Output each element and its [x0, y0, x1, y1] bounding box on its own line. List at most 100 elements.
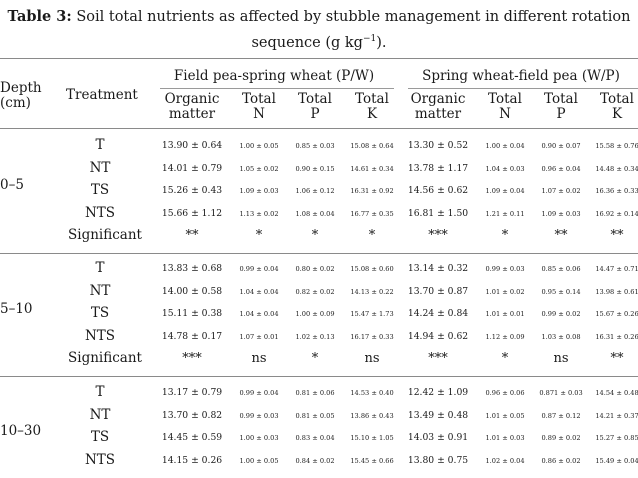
table-cell: 14.94 ± 0.62	[407, 330, 469, 342]
table-cell: 14.47 ± 0.71	[595, 265, 638, 273]
table-cell: 13.14 ± 0.32	[407, 263, 469, 274]
table-cell: 14.45 ± 0.59	[161, 432, 223, 443]
subheader-col-1: Organic matter	[164, 91, 220, 122]
table-cell: 15.08 ± 0.64	[350, 142, 394, 150]
significance-cell: **	[610, 351, 624, 366]
treatment-label: T	[95, 384, 105, 400]
group-rule-wp	[408, 88, 638, 89]
significant-label: Significant	[68, 350, 142, 366]
treatment-label: T	[95, 260, 105, 276]
table-cell: 1.01 ± 0.01	[485, 310, 525, 318]
table-cell: 1.03 ± 0.08	[541, 332, 581, 341]
table-cell: 14.00 ± 0.58	[161, 285, 223, 297]
table-cell: 0.96 ± 0.04	[541, 164, 581, 173]
table-cell: 15.47 ± 1.73	[350, 310, 394, 318]
table-cell: 14.53 ± 0.40	[350, 389, 394, 397]
significance-cell: **	[554, 228, 568, 243]
table-cell: 13.70 ± 0.87	[407, 285, 469, 297]
table-cell: 0.85 ± 0.06	[541, 265, 581, 273]
table-cell: 14.56 ± 0.62	[407, 185, 469, 196]
table-cell: 15.11 ± 0.38	[161, 308, 223, 319]
table-cell: 0.871 ± 0.03	[539, 389, 583, 397]
table-cell: 0.84 ± 0.02	[295, 456, 335, 465]
significance-cell: *	[311, 228, 319, 243]
significance-cell: **	[610, 228, 624, 243]
table-cell: 1.09 ± 0.04	[485, 187, 525, 195]
significance-cell: ns	[251, 351, 267, 366]
table-cell: 1.00 ± 0.03	[239, 434, 279, 442]
significance-cell: ***	[182, 351, 202, 366]
table-cell: 0.99 ± 0.04	[239, 265, 279, 273]
significance-cell: *	[368, 228, 376, 243]
table-cell: 0.82 ± 0.02	[295, 287, 335, 296]
table-cell: 1.01 ± 0.03	[485, 434, 525, 442]
table-cell: 16.36 ± 0.33	[595, 187, 638, 195]
significance-cell: **	[185, 228, 199, 243]
table-cell: 13.49 ± 0.48	[407, 409, 469, 421]
table-cell: 14.21 ± 0.37	[595, 411, 638, 420]
treatment-header: Treatment	[66, 87, 138, 103]
table-cell: 0.80 ± 0.02	[295, 265, 335, 273]
table-cell: 0.89 ± 0.02	[541, 434, 581, 442]
depth-header: Depth (cm)	[0, 80, 42, 111]
table-cell: 14.48 ± 0.34	[595, 164, 638, 173]
table-cell: 1.04 ± 0.04	[239, 310, 279, 318]
table-cell: 0.95 ± 0.14	[541, 287, 581, 296]
header-bottom-rule	[0, 128, 638, 129]
subheader-col-6: Total N	[488, 91, 522, 122]
table-cell: 13.30 ± 0.52	[407, 140, 469, 151]
table-cell: 0.96 ± 0.06	[485, 389, 525, 397]
table-cell: 1.01 ± 0.05	[485, 411, 525, 420]
treatment-label: NTS	[84, 204, 116, 221]
subheader-col-7: Total P	[544, 91, 578, 122]
table-cell: 16.31 ± 0.26	[595, 332, 638, 341]
treatment-label: TS	[90, 305, 110, 321]
table-cell: 1.00 ± 0.09	[295, 310, 335, 318]
table-cell: 15.45 ± 0.66	[350, 456, 394, 465]
table-cell: 14.78 ± 0.17	[161, 330, 223, 342]
table-cell: 1.05 ± 0.02	[239, 164, 279, 173]
table-cell: 0.99 ± 0.02	[541, 310, 581, 318]
table-top-rule	[0, 58, 638, 59]
treatment-label: NT	[89, 282, 111, 299]
group-rule-pw	[160, 88, 394, 89]
table-label: Table 3:	[7, 8, 72, 25]
treatment-label: NTS	[84, 327, 116, 344]
treatment-label: T	[95, 137, 105, 153]
subheader-col-4: Total K	[355, 91, 389, 122]
table-cell: 13.90 ± 0.64	[161, 140, 223, 151]
table-cell: 13.86 ± 0.43	[350, 411, 394, 420]
table-cell: 12.42 ± 1.09	[407, 387, 469, 398]
significant-label: Significant	[68, 227, 142, 243]
group-header-wp: Spring wheat-field pea (W/P)	[422, 68, 620, 84]
table-cell: 0.81 ± 0.06	[295, 389, 335, 397]
table-cell: 1.09 ± 0.03	[541, 209, 581, 218]
table-cell: 1.01 ± 0.02	[485, 287, 525, 296]
table-cell: 1.04 ± 0.03	[485, 164, 525, 173]
table-cell: 0.99 ± 0.04	[239, 389, 279, 397]
table-cell: 15.66 ± 1.12	[161, 207, 223, 219]
table-cell: 16.31 ± 0.92	[350, 187, 394, 195]
table-cell: 0.99 ± 0.03	[485, 265, 525, 273]
table-cell: 14.61 ± 0.34	[350, 164, 394, 173]
significance-cell: *	[501, 228, 509, 243]
table-cell: 14.24 ± 0.84	[407, 308, 469, 319]
table-cell: 0.83 ± 0.04	[295, 434, 335, 442]
table-cell: 1.12 ± 0.09	[485, 332, 525, 341]
table-cell: 1.07 ± 0.02	[541, 187, 581, 195]
table-cell: 0.81 ± 0.05	[295, 411, 335, 420]
table-cell: 13.78 ± 1.17	[407, 162, 469, 174]
table-cell: 13.17 ± 0.79	[161, 387, 223, 398]
table-caption-line2: sequence (g kg−1).	[251, 34, 387, 51]
depth-label: 5–10	[0, 301, 33, 317]
table-cell: 16.81 ± 1.50	[407, 207, 469, 219]
table-cell: 1.00 ± 0.04	[485, 142, 525, 150]
treatment-label: NT	[89, 159, 111, 176]
table-cell: 1.02 ± 0.13	[295, 332, 335, 341]
table-cell: 13.98 ± 0.61	[595, 287, 638, 296]
treatment-label: NTS	[84, 451, 116, 468]
table-cell: 0.86 ± 0.02	[541, 456, 581, 465]
group-header-pw: Field pea-spring wheat (P/W)	[173, 68, 375, 84]
table-cell: 1.00 ± 0.05	[239, 456, 279, 465]
table-cell: 16.17 ± 0.33	[350, 332, 394, 341]
